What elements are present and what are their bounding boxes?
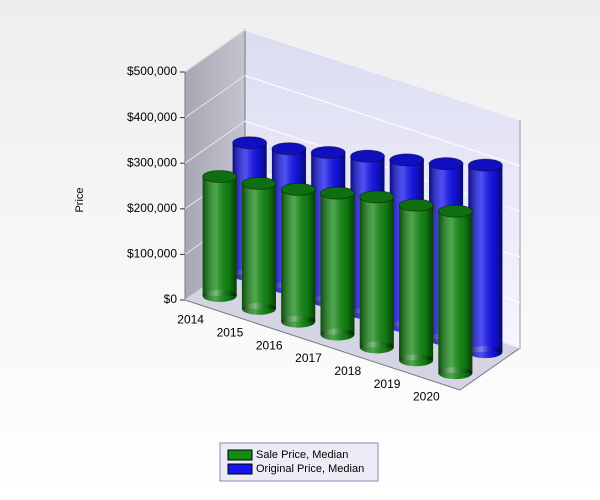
legend-label: Original Price, Median [256, 463, 364, 475]
cylinder-top [202, 169, 238, 183]
cylinder-shade [399, 205, 434, 361]
cylinder-shade [241, 183, 276, 309]
cylinder-top [398, 198, 434, 212]
cylinder-top-shade [468, 159, 503, 172]
y-tick-label: $300,000 [127, 155, 177, 169]
cylinder-top [389, 153, 425, 167]
x-tick-label: 2014 [177, 313, 204, 327]
y-axis-label: Price [74, 187, 86, 212]
cylinder-top-shade [350, 150, 385, 163]
cylinder-top [437, 204, 473, 218]
y-tick-label: $100,000 [127, 247, 177, 261]
cylinder-top-shade [389, 153, 424, 166]
cylinder-top-shade [202, 170, 237, 183]
cylinder-shade [468, 165, 503, 353]
x-tick-label: 2020 [413, 390, 440, 404]
legend-label: Sale Price, Median [256, 449, 348, 461]
cylinder-top-shade [281, 183, 316, 196]
x-tick-label: 2017 [295, 351, 322, 365]
cylinder-top [232, 136, 268, 150]
cylinder-top [359, 190, 395, 204]
cylinder-shade [281, 189, 316, 322]
cylinder-top [350, 149, 385, 163]
cylinder-top-shade [399, 199, 434, 212]
cylinder-shade [202, 176, 237, 296]
grid-line [244, 29, 521, 121]
grid-line [244, 75, 521, 167]
cylinder-shade [320, 193, 355, 335]
cylinder-top [320, 186, 355, 200]
cylinder-top-shade [241, 177, 276, 190]
grid-line [184, 75, 246, 119]
cylinder-top-shade [429, 157, 464, 170]
cylinder-shade [438, 211, 473, 374]
cylinder-shade [359, 196, 394, 348]
cylinder-top-shade [311, 146, 346, 159]
grid-line [184, 29, 246, 73]
x-tick-label: 2016 [256, 338, 283, 352]
y-tick-label: $500,000 [127, 64, 177, 78]
legend-swatch [227, 449, 253, 461]
cylinder-top [280, 182, 316, 196]
cylinder-top [310, 145, 346, 159]
cylinder-top-shade [438, 205, 473, 218]
cylinder-top [467, 158, 503, 172]
cylinder-top-shade [359, 190, 394, 203]
legend [219, 442, 379, 482]
x-tick-label: 2018 [334, 364, 361, 378]
cylinder-top-shade [271, 142, 306, 155]
x-tick-label: 2015 [217, 325, 244, 339]
cylinder-top [271, 142, 307, 156]
grid-line [184, 120, 246, 164]
cylinder-top-shade [232, 136, 267, 149]
cylinder-top-shade [320, 187, 355, 200]
legend-swatch [227, 463, 253, 475]
y-tick-label: $0 [164, 292, 178, 306]
cylinder-top [428, 157, 464, 171]
x-tick-label: 2019 [374, 377, 401, 391]
y-tick-label: $400,000 [127, 110, 177, 124]
cylinder-top [241, 176, 277, 190]
y-tick-label: $200,000 [127, 201, 177, 215]
